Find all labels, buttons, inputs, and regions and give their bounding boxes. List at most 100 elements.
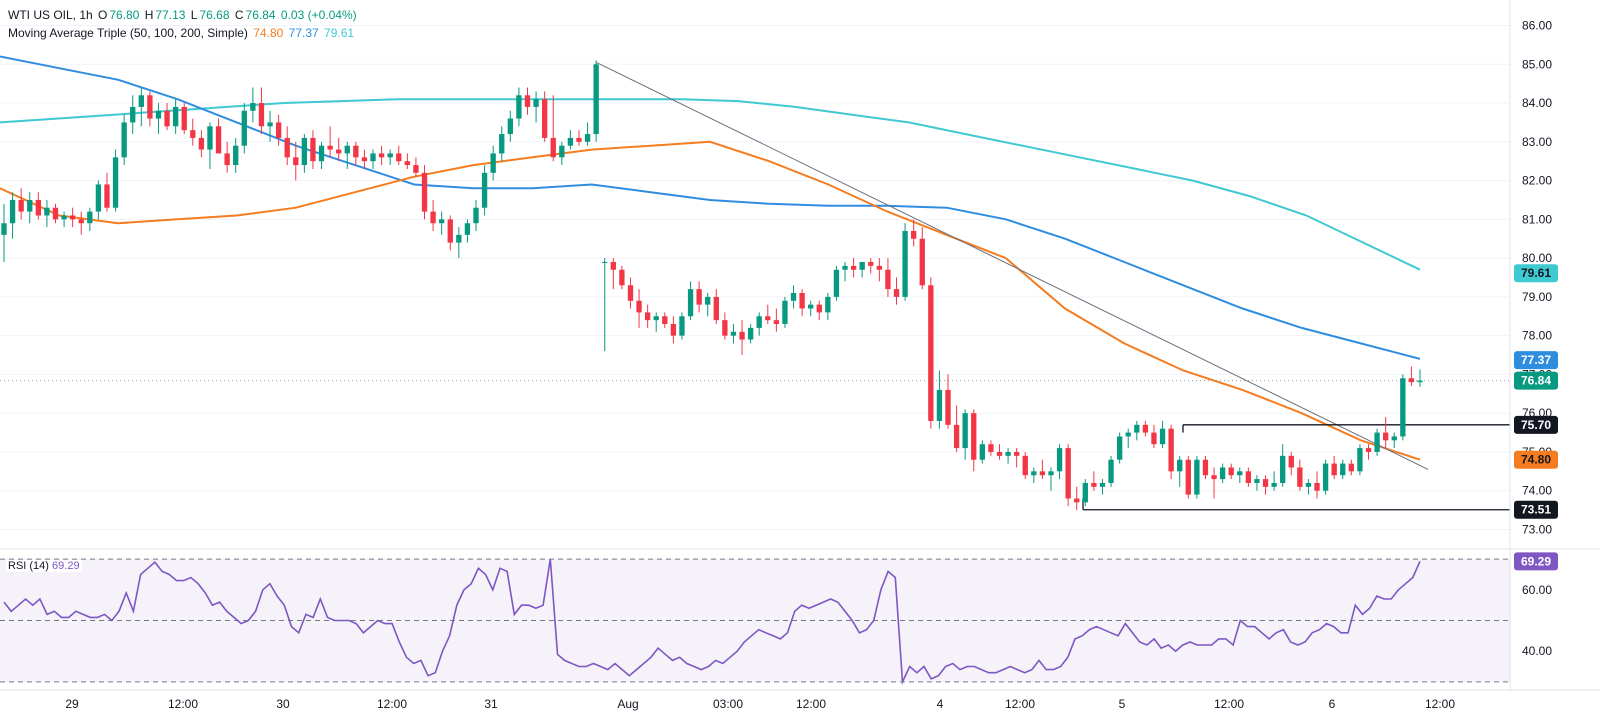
candle-body (404, 161, 411, 166)
ma-legend[interactable]: Moving Average Triple (50, 100, 200, Sim… (8, 26, 356, 40)
price-tag-level-bg (1514, 415, 1558, 434)
candle-body (241, 110, 247, 146)
candle-body (1417, 380, 1423, 383)
rsi-tick-label: 40.00 (1522, 644, 1552, 658)
ma200-value: 79.61 (324, 26, 355, 40)
candle-body (816, 304, 822, 313)
candle-body (1022, 455, 1028, 476)
candle-body (662, 316, 668, 325)
price-tick-label: 82.00 (1522, 174, 1552, 188)
price-tag-ma100-text: 77.37 (1521, 353, 1551, 367)
time-tick-label: 6 (1329, 697, 1336, 711)
candle-body (1134, 424, 1140, 433)
change-value: 0.03 (+0.04%) (280, 8, 357, 22)
support-resistance-levels (0, 380, 1510, 511)
time-tick-label: Aug (617, 697, 638, 711)
candle-body (1074, 498, 1080, 503)
candle-body (790, 293, 797, 301)
candle-body (541, 99, 548, 138)
trendline (595, 61, 1429, 470)
candle-body (490, 153, 496, 173)
candle-body (1091, 482, 1097, 487)
candle-body (421, 172, 428, 212)
candle-body (1151, 432, 1157, 445)
candle-body (378, 153, 385, 158)
candle-body (301, 137, 308, 166)
time-tick-label: 31 (484, 697, 498, 711)
candle-body (1219, 467, 1226, 480)
candle-body (876, 265, 883, 270)
candle-body (842, 265, 848, 270)
candle-body (456, 234, 462, 243)
candle-body (1400, 378, 1406, 437)
time-tick-label: 5 (1119, 697, 1126, 711)
candle-body (1280, 455, 1286, 483)
candle-body (284, 137, 290, 158)
candle-body (1065, 448, 1071, 499)
time-tick-label: 30 (276, 697, 290, 711)
symbol-legend[interactable]: WTI US OIL, 1h O 76.80 H 77.13 L 76.68 C 76.… (8, 8, 359, 22)
candle-body (602, 261, 608, 263)
high-label: H (144, 8, 154, 22)
price-grid (0, 25, 1510, 530)
time-axis[interactable]: 29 12:00 30 12:00 31 Aug 03:00 12:00 4 12:00 5 12:0… (65, 697, 1455, 711)
candle-body (799, 293, 805, 309)
candle-body (396, 153, 402, 162)
rsi-axis[interactable]: 60.00 40.00 (1522, 583, 1552, 658)
candle-body (336, 149, 342, 154)
candle-body (653, 316, 659, 321)
candle-body (636, 300, 642, 313)
candle-body (1322, 463, 1329, 491)
candle-body (387, 153, 393, 158)
candle-body (1374, 432, 1380, 452)
candle-body (945, 389, 951, 425)
candle-body (765, 316, 771, 321)
candle-body (69, 215, 76, 220)
candle-body (1, 223, 7, 235)
rsi-legend[interactable]: RSI (14) 69.29 (6, 560, 82, 572)
candle-body (1357, 448, 1363, 472)
candle-body (679, 316, 685, 336)
moving-averages (0, 55, 1421, 461)
candle-body (979, 444, 985, 460)
rsi-tick-label: 60.00 (1522, 583, 1552, 597)
candle-body (533, 99, 539, 107)
price-tick-label: 86.00 (1522, 19, 1552, 33)
candle-body (1331, 463, 1337, 476)
candle-body (172, 106, 179, 127)
price-tick-label: 80.00 (1522, 251, 1552, 265)
candle-body (198, 137, 205, 150)
candle-body (739, 331, 745, 340)
candle-body (1099, 482, 1106, 487)
candle-body (370, 153, 376, 162)
candle-body (1125, 432, 1131, 437)
candle-body (859, 261, 865, 270)
price-tag-ma200-bg (1514, 264, 1558, 283)
rsi-legend-value: 69.29 (52, 560, 80, 572)
candle-body (258, 103, 265, 127)
price-axis[interactable]: 86.00 85.00 84.00 83.00 82.00 81.00 80.00 79.00… (1522, 19, 1552, 537)
candle-body (155, 110, 162, 119)
candle-body (996, 451, 1003, 456)
open-value: 76.80 (109, 8, 140, 22)
price-tick-label: 73.00 (1522, 522, 1552, 536)
price-tag-level-text: 73.51 (1521, 503, 1551, 517)
low-label: L (190, 8, 198, 22)
candle-body (670, 324, 677, 336)
candle-body (95, 184, 102, 212)
time-tick-label: 29 (65, 697, 79, 711)
candle-body (1237, 471, 1243, 476)
time-tick-label: 4 (937, 697, 944, 711)
price-tag-ma100-bg (1514, 351, 1558, 370)
candle-body (224, 153, 230, 166)
ma-indicator-name: Moving Average Triple (50, 100, 200, Sim… (8, 26, 248, 40)
time-tick-label: 12:00 (1425, 697, 1455, 711)
candle-body (850, 265, 857, 270)
price-tick-label: 83.00 (1522, 135, 1552, 149)
candle-body (696, 289, 702, 305)
candles (1, 60, 1423, 511)
candle-body (1177, 459, 1183, 472)
candle-body (1039, 471, 1046, 476)
candle-body (344, 145, 350, 154)
